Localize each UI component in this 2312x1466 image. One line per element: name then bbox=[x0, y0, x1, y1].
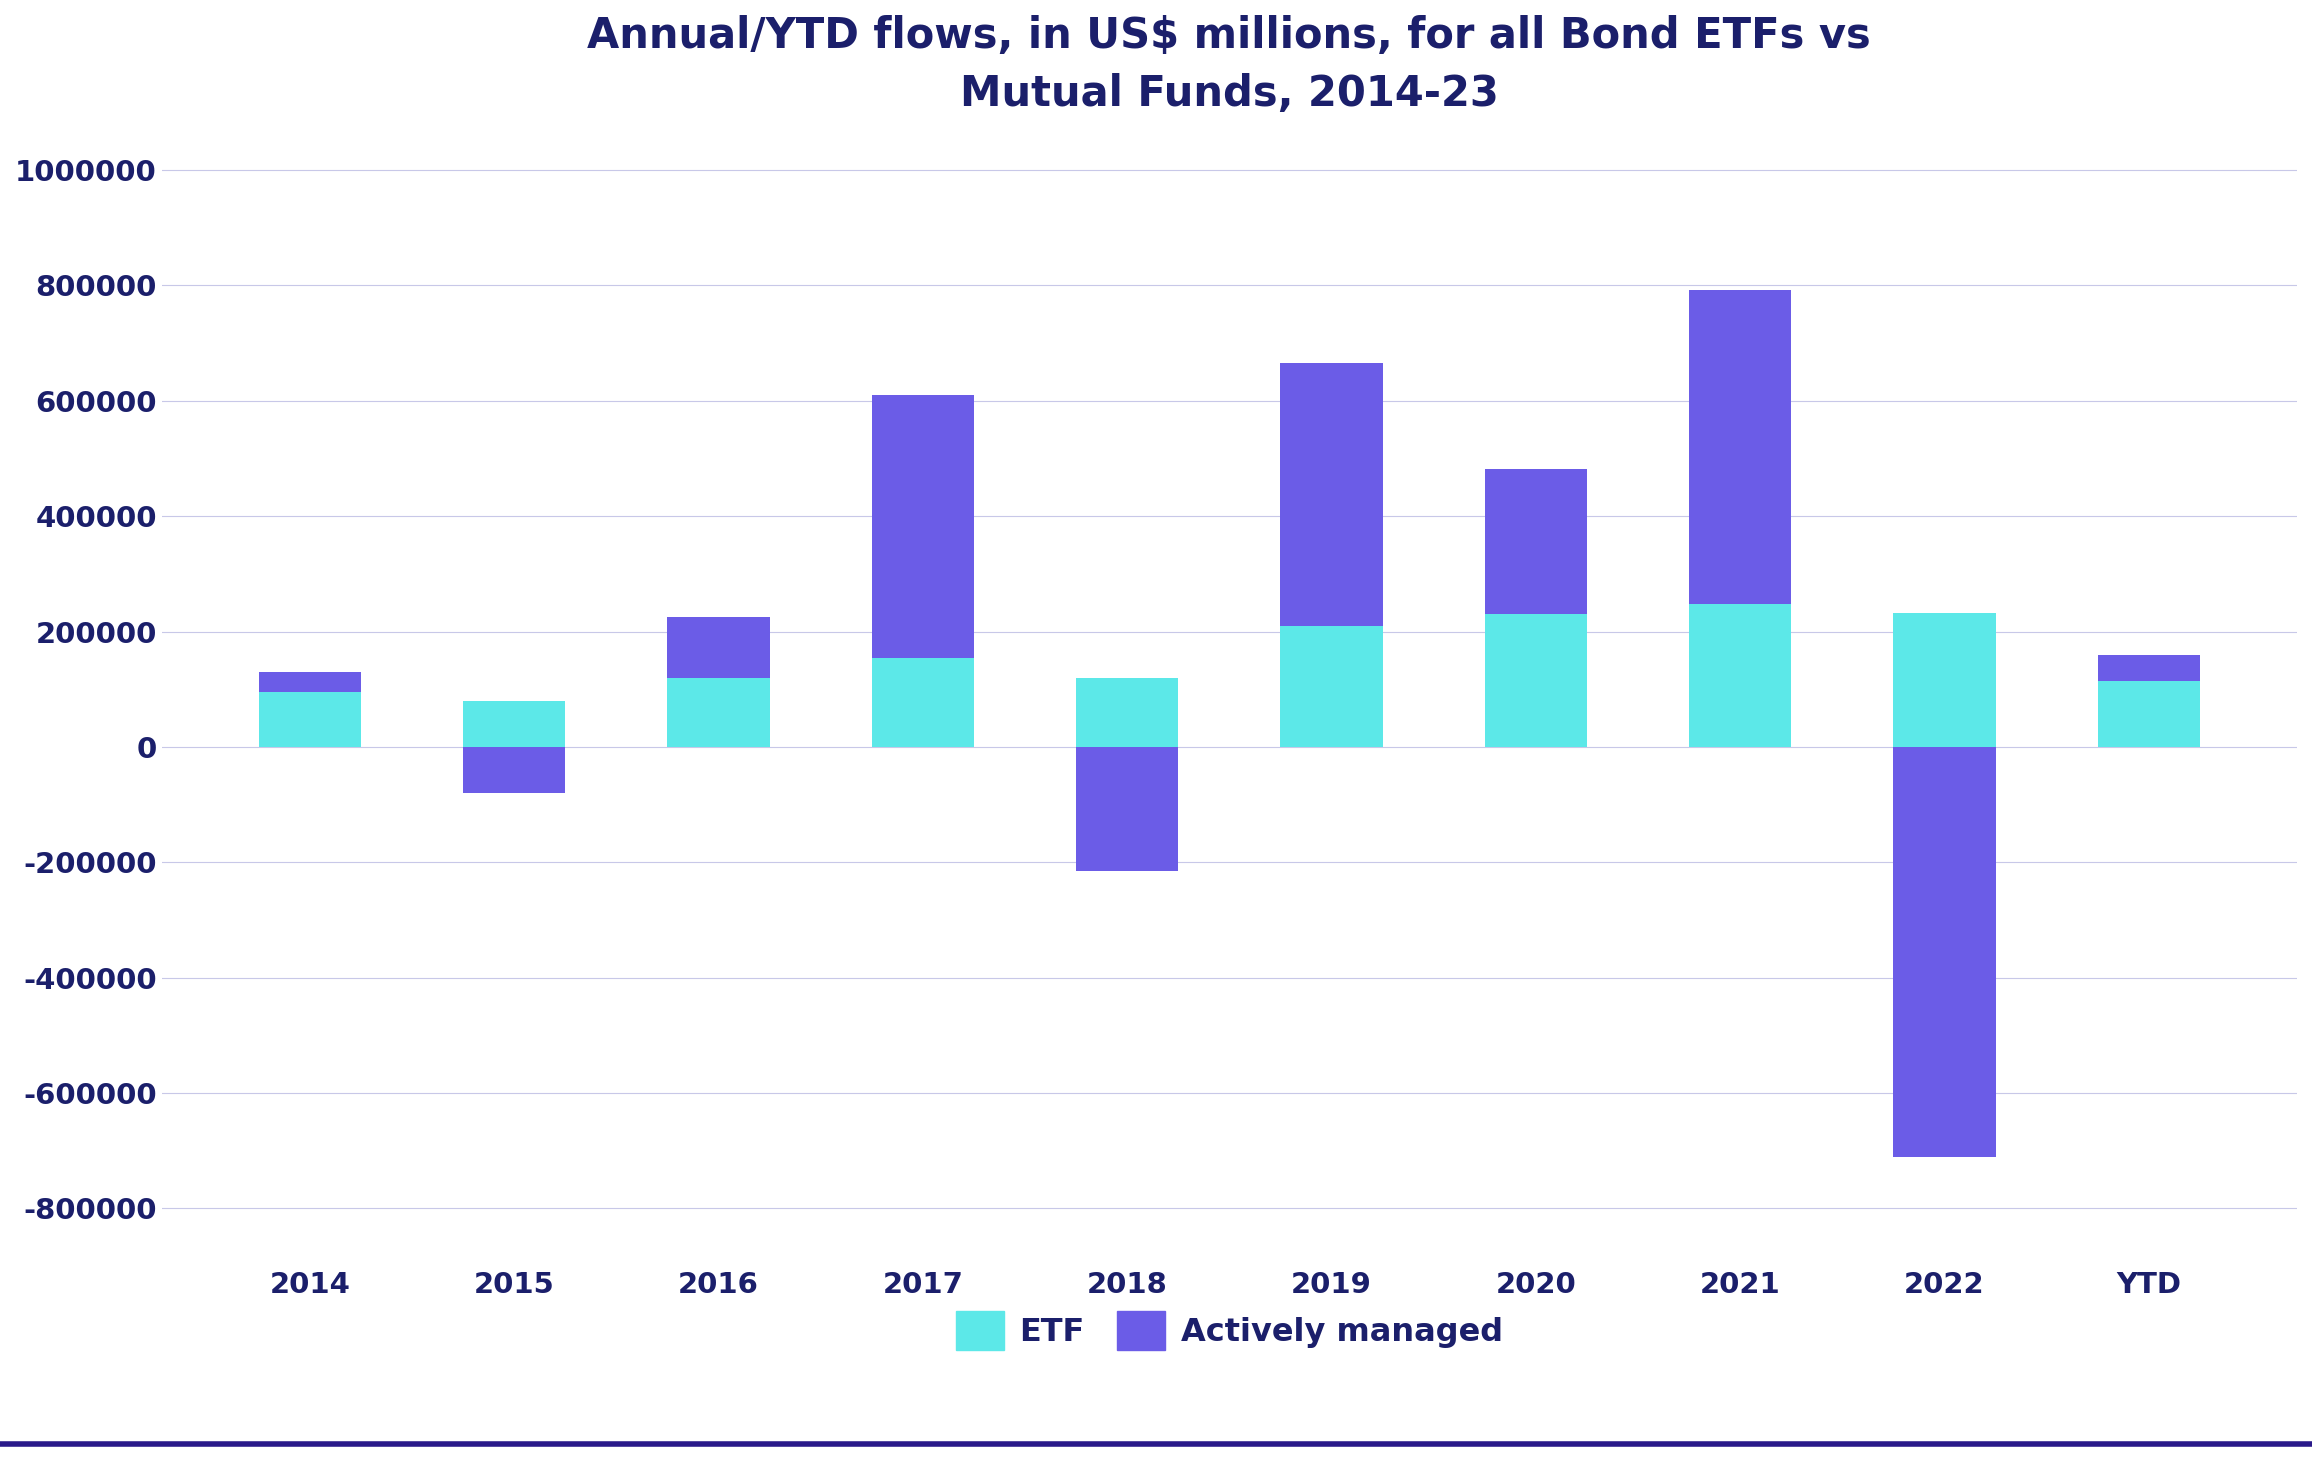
Bar bbox=[668, 677, 770, 748]
Bar bbox=[1690, 290, 1792, 604]
Bar bbox=[1075, 677, 1179, 748]
Bar bbox=[462, 748, 564, 793]
Title: Annual/YTD flows, in US$ millions, for all Bond ETFs vs
Mutual Funds, 2014-23: Annual/YTD flows, in US$ millions, for a… bbox=[587, 15, 1870, 116]
Bar bbox=[259, 692, 361, 748]
Bar bbox=[1281, 364, 1383, 626]
Bar bbox=[1484, 614, 1586, 748]
Bar bbox=[668, 617, 770, 677]
Bar bbox=[462, 701, 564, 748]
Bar bbox=[2097, 680, 2201, 748]
Bar bbox=[1894, 613, 1995, 748]
Bar bbox=[872, 658, 973, 748]
Bar bbox=[259, 671, 361, 692]
Bar bbox=[1894, 748, 1995, 1157]
Bar bbox=[1281, 626, 1383, 748]
Bar bbox=[1075, 748, 1179, 871]
Bar bbox=[1484, 469, 1586, 614]
Bar bbox=[2097, 655, 2201, 680]
Legend: ETF, Actively managed: ETF, Actively managed bbox=[943, 1297, 1517, 1363]
Bar bbox=[872, 394, 973, 658]
Bar bbox=[1690, 604, 1792, 748]
